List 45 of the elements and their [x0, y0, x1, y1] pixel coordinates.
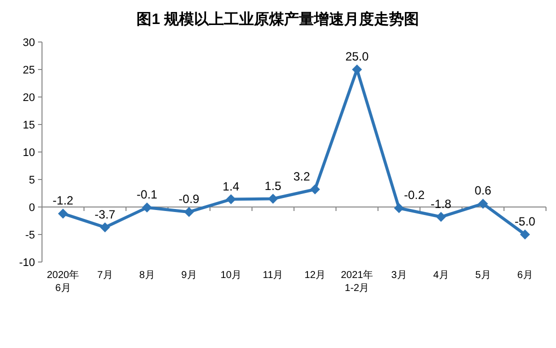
x-tick-label: 3月	[391, 270, 407, 281]
chart-title: 图1 规模以上工业原煤产量增速月度走势图	[136, 10, 420, 28]
x-tick-label: 9月	[181, 270, 197, 281]
point	[184, 206, 194, 217]
x-tick-label: 10月	[220, 270, 242, 281]
point	[142, 202, 152, 213]
x-tick-label: 2020年 6月	[46, 269, 80, 294]
y-tick-label: 20	[22, 92, 35, 104]
data-label: 25.0	[345, 50, 369, 64]
point	[310, 184, 320, 194]
y-tick-label: 30	[22, 37, 35, 49]
data-label: -0.2	[404, 188, 426, 202]
x-tick-label: 2021年 1-2月	[340, 269, 374, 294]
data-label: -0.1	[136, 188, 158, 202]
point	[268, 194, 278, 204]
y-tick-label: 5	[28, 174, 35, 186]
point	[226, 194, 236, 204]
x-tick-label: 8月	[139, 270, 155, 281]
x-tick-label: 7月	[97, 270, 113, 281]
data-label: -5.0	[514, 214, 536, 228]
data-label: 1.4	[222, 179, 240, 194]
x-tick-label: 5月	[475, 270, 491, 281]
point	[436, 212, 446, 222]
data-label: -1.2	[52, 194, 74, 208]
y-tick-label: 25	[22, 64, 35, 76]
y-tick-label: 15	[22, 120, 35, 132]
data-label: -0.9	[178, 192, 200, 206]
data-label: 1.5	[264, 178, 282, 193]
data-label: -3.7	[94, 207, 116, 222]
x-tick-label: 4月	[433, 270, 449, 281]
x-tick-label: 11月	[262, 270, 284, 281]
point	[394, 203, 404, 214]
data-label: -1.8	[430, 196, 452, 211]
point	[520, 230, 530, 240]
point	[100, 222, 110, 232]
y-tick-label: -10	[19, 257, 35, 269]
point	[478, 198, 488, 209]
data-label: 3.2	[293, 169, 310, 184]
data-label: 0.6	[474, 184, 492, 198]
y-tick-label: 0	[28, 202, 35, 214]
y-tick-label: 10	[22, 147, 35, 159]
y-tick-label: -5	[25, 230, 35, 242]
x-tick-label: 6月	[517, 270, 533, 281]
point	[58, 208, 68, 219]
x-tick-label: 12月	[304, 270, 326, 281]
